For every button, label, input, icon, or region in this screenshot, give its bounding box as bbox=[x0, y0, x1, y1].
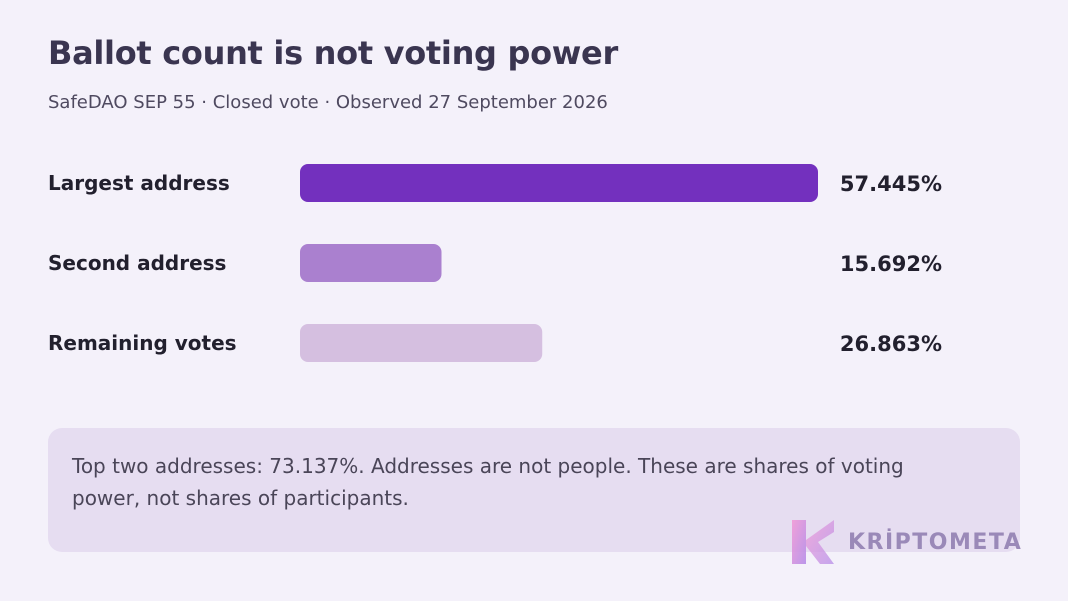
kriptometa-logo-icon bbox=[792, 520, 834, 564]
value-label-remaining-votes: 26.863% bbox=[840, 332, 942, 356]
bar-remaining-votes bbox=[300, 324, 543, 362]
category-label-largest-address: Largest address bbox=[48, 171, 230, 195]
bar-largest-address bbox=[300, 164, 818, 202]
kriptometa-wordmark: KRİPTOMETA bbox=[848, 530, 1023, 555]
chart-subtitle: SafeDAO SEP 55 · Closed vote · Observed … bbox=[48, 92, 608, 113]
category-label-second-address: Second address bbox=[48, 251, 226, 275]
bars-layer: Largest address 57.445% Second address 15.6… bbox=[48, 164, 942, 362]
note-box: Top two addresses: 73.137%. Addresses ar… bbox=[48, 428, 1020, 552]
bar-second-address bbox=[300, 244, 442, 282]
kriptometa-logo: KRİPTOMETA bbox=[790, 518, 1030, 568]
note-text: Top two addresses: 73.137%. Addresses ar… bbox=[72, 454, 904, 510]
bar-chart: Largest address 57.445% Second address 15.6… bbox=[48, 164, 942, 362]
category-label-remaining-votes: Remaining votes bbox=[48, 331, 237, 355]
value-label-largest-address: 57.445% bbox=[840, 172, 942, 196]
chart-title: Ballot count is not voting power bbox=[48, 34, 618, 72]
value-label-second-address: 15.692% bbox=[840, 252, 942, 276]
